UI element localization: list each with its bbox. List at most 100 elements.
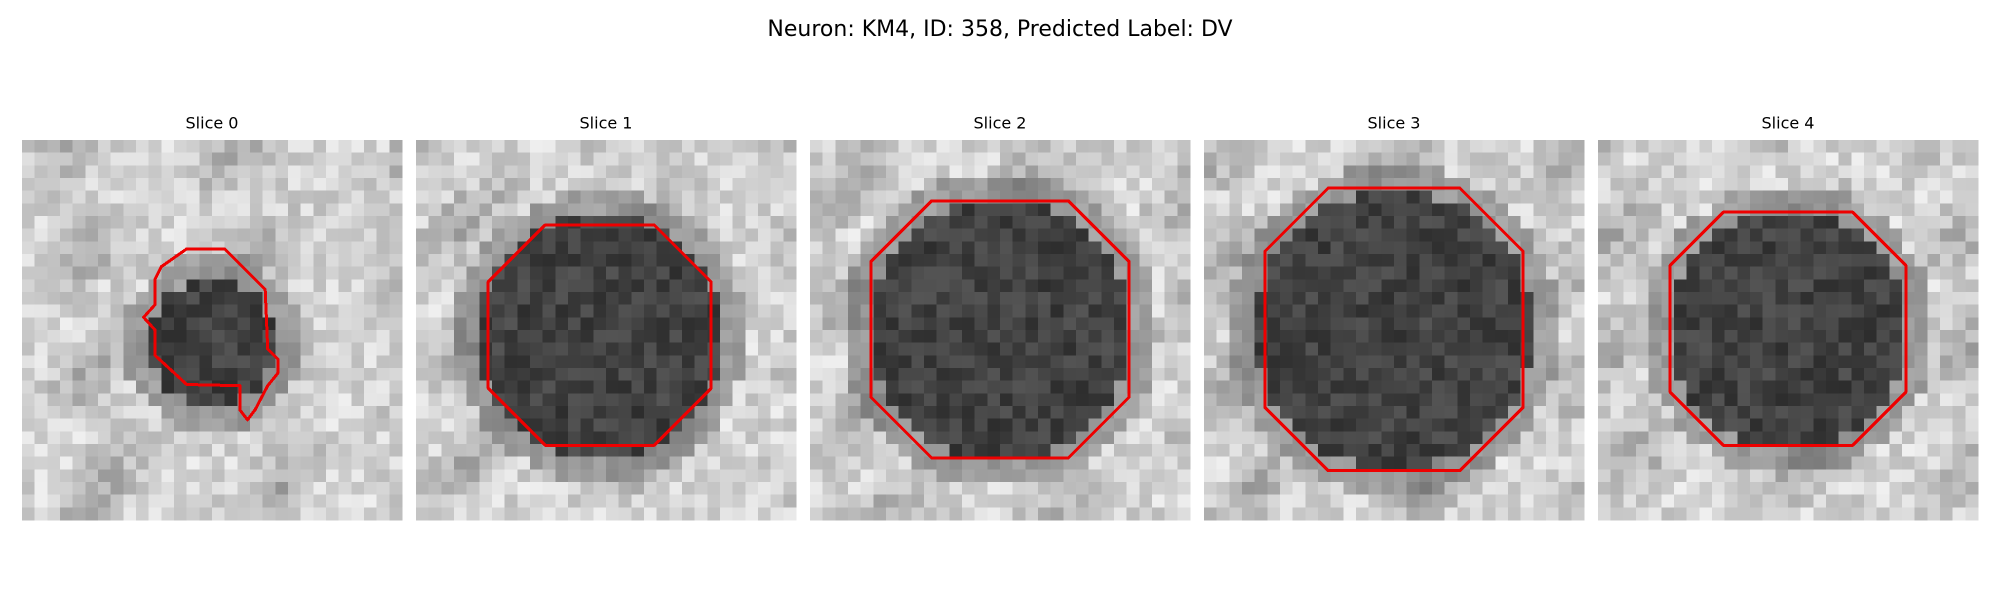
pixel [962,216,976,230]
pixel [428,292,442,306]
pixel [237,178,251,192]
pixel [1088,279,1102,293]
pixel [936,368,950,382]
pixel [1902,241,1916,255]
pixel [123,393,137,407]
pixel [1101,165,1115,179]
pixel [1280,482,1294,496]
pixel [1851,507,1865,521]
pixel [1712,292,1726,306]
pixel [1864,279,1878,293]
pixel [1851,140,1865,154]
pixel [1558,431,1572,445]
pixel [389,507,403,521]
pixel [707,317,721,331]
pixel [1470,456,1484,470]
pixel [1610,418,1624,432]
pixel [1229,393,1243,407]
pixel [1470,469,1484,483]
pixel [300,254,314,268]
pixel [618,418,632,432]
pixel [1025,216,1039,230]
pixel [199,254,213,268]
pixel [351,355,365,369]
pixel [174,507,188,521]
pixel [72,456,86,470]
pixel [542,355,556,369]
pixel [1800,342,1814,356]
pixel [1482,304,1496,318]
pixel [1674,368,1688,382]
pixel [1254,165,1268,179]
pixel [517,152,531,166]
pixel [326,456,340,470]
pixel [1457,406,1471,420]
pixel [1139,228,1153,242]
pixel [148,203,162,217]
pixel [123,418,137,432]
pixel [34,317,48,331]
pixel [542,317,556,331]
pixel [669,444,683,458]
pixel [1724,228,1738,242]
pixel [987,342,1001,356]
pixel [1419,190,1433,204]
pixel [720,317,734,331]
pixel [47,292,61,306]
pixel [1204,330,1218,344]
pixel [1343,469,1357,483]
pixel [1623,368,1637,382]
pixel [1762,292,1776,306]
pixel [656,241,670,255]
pixel [517,494,531,508]
pixel [783,380,797,394]
pixel [288,393,302,407]
pixel [1280,165,1294,179]
pixel [1558,203,1572,217]
pixel [60,203,74,217]
pixel [1164,292,1178,306]
pixel [1750,140,1764,154]
pixel [1648,292,1662,306]
pixel [783,368,797,382]
pixel [1750,431,1764,445]
pixel [492,241,506,255]
pixel [924,140,938,154]
pixel [110,444,124,458]
pixel [199,418,213,432]
pixel [148,152,162,166]
pixel [1330,330,1344,344]
pixel [1546,507,1560,521]
pixel [1305,140,1319,154]
pixel [504,393,518,407]
pixel [136,254,150,268]
pixel [1813,304,1827,318]
pixel [1101,355,1115,369]
pixel [85,418,99,432]
pixel [1292,393,1306,407]
pixel [770,456,784,470]
pixel [250,368,264,382]
pixel [542,190,556,204]
pixel [98,178,112,192]
pixel [1558,469,1572,483]
pixel [288,418,302,432]
pixel [758,203,772,217]
pixel [1902,190,1916,204]
pixel [1598,330,1612,344]
pixel [1305,317,1319,331]
pixel [1356,266,1370,280]
pixel [1661,456,1675,470]
pixel [1025,203,1039,217]
pixel [1813,216,1827,230]
pixel [136,355,150,369]
pixel [580,241,594,255]
pixel [1864,431,1878,445]
pixel [987,406,1001,420]
pixel [1076,254,1090,268]
pixel [34,292,48,306]
contour [1263,186,1525,473]
pixel [441,216,455,230]
pixel [1508,330,1522,344]
pixel [1762,304,1776,318]
